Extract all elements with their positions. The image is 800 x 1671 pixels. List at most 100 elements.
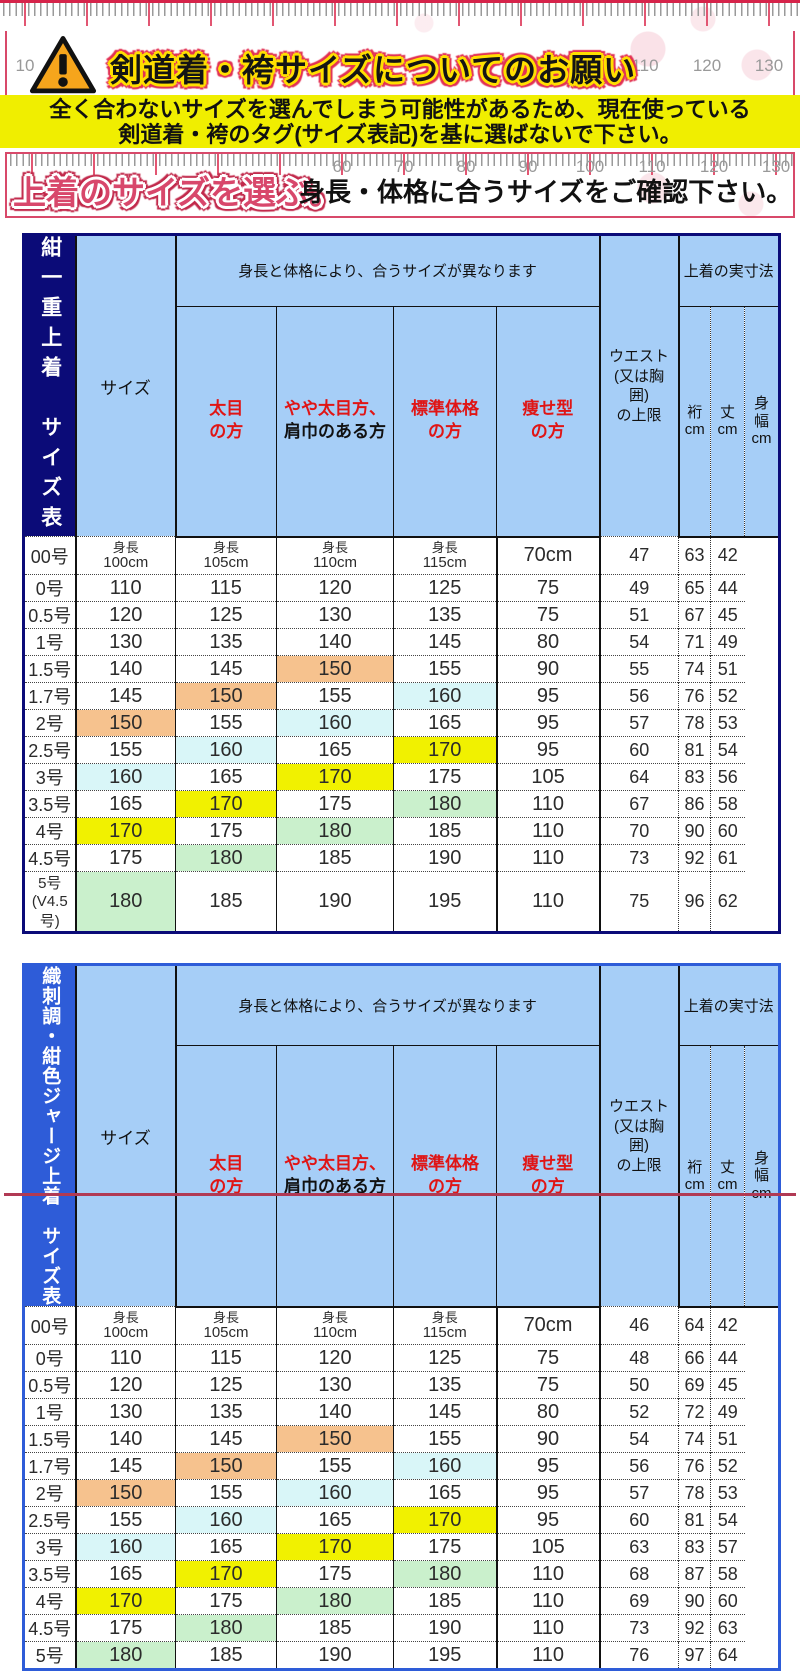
size-cell: 2.5号 <box>23 736 76 764</box>
size-cell: 4号 <box>23 1587 76 1615</box>
measure-cell: 76 <box>598 1641 679 1670</box>
height-cell: 155 <box>74 736 176 764</box>
height-cell: 110 <box>74 574 176 602</box>
measure-header-line: 裄 <box>687 403 703 421</box>
height-cell: 135 <box>393 1371 497 1399</box>
height-cell: 145 <box>74 1452 176 1480</box>
table-row: 4.5号 175 180 185 190 110 73 92 61 <box>23 844 780 872</box>
height-cell: 120 <box>74 601 176 629</box>
measure-cell: 69 <box>598 1587 679 1615</box>
table-row: 0号 110 115 120 125 75 48 66 44 <box>23 1344 780 1372</box>
waist-cell: 105 <box>495 1533 600 1561</box>
measure-cell: 70 <box>598 817 679 845</box>
size-cell: 3号 <box>23 1533 76 1561</box>
height-cell: 185 <box>276 1614 394 1642</box>
waist-cell: 75 <box>495 1344 600 1372</box>
height-cell: 125 <box>393 1344 497 1372</box>
measure-header-line: 身 <box>754 395 770 413</box>
height-cell: 185 <box>393 817 497 845</box>
height-cell: 180 <box>74 871 176 933</box>
height-cell: 120 <box>276 1344 394 1372</box>
waist-cell: 110 <box>495 1587 600 1615</box>
size-cell: 2号 <box>23 709 76 737</box>
height-cell-label: 身長 <box>212 539 239 555</box>
jacket-size-table-2: 織刺調・紺色ジャージ上着 サイズ表 サイズ 身長と体格により、合うサイズが異なります… <box>22 963 782 1671</box>
table-row: 4号 170 175 180 185 110 69 90 60 <box>23 1587 780 1615</box>
height-cell: 140 <box>74 1425 176 1453</box>
measure-cell: 67 <box>598 790 679 818</box>
size-column-header: サイズ <box>74 234 176 537</box>
size-cell: 1.7号 <box>23 682 76 710</box>
measure-cell: 63 <box>710 1614 745 1642</box>
section-badge: 上着のサイズを選ぶ。 <box>13 174 343 211</box>
ruler-ticks-minor <box>0 3 800 16</box>
measure-cell: 74 <box>678 1425 711 1453</box>
ruler-ticks-minor <box>7 154 793 166</box>
table-row: 2号 150 155 160 165 95 57 78 53 <box>23 709 780 737</box>
size-cell: 5号(V4.5号) <box>23 871 76 933</box>
measure-header-line: cm <box>717 421 738 439</box>
warning-icon <box>28 35 98 95</box>
measure-cell: 63 <box>678 536 711 575</box>
height-cell: 160 <box>74 763 176 791</box>
height-cell-value: 115cm <box>422 553 467 571</box>
measure-cell: 87 <box>678 1560 711 1588</box>
measure-cell: 73 <box>598 844 679 872</box>
height-cell-value: 110cm <box>313 1323 357 1341</box>
warning-banner: 全く合わないサイズを選んでしまう可能性があるため、現在使っている 剣道着・袴のタ… <box>0 95 800 148</box>
measure-cell: 90 <box>678 817 711 845</box>
measure-column-header: 裄 cm <box>677 306 711 538</box>
measure-cell: 47 <box>598 536 679 575</box>
measure-cell: 92 <box>678 844 711 872</box>
measure-cell: 78 <box>678 709 711 737</box>
height-cell: 155 <box>175 709 277 737</box>
measure-header-line: 幅 <box>754 412 770 430</box>
height-cell-label: 身長 <box>112 539 139 555</box>
height-cell: 150 <box>175 682 277 710</box>
height-cell: 125 <box>175 601 277 629</box>
height-cell: 160 <box>276 1479 394 1507</box>
body-type-header: やや太目方、 肩巾のある方 <box>276 1045 394 1308</box>
measure-cell: 58 <box>710 1560 745 1588</box>
measure-cell: 92 <box>678 1614 711 1642</box>
height-cell: 120 <box>74 1371 176 1399</box>
body-type-line-2: の方 <box>209 422 244 442</box>
ruler-numbers-mid: 60 70 80 90 100 110 120 130 <box>7 158 793 178</box>
measure-cell: 53 <box>710 1479 745 1507</box>
height-cell: 身長 110cm <box>276 536 394 575</box>
height-cell: 170 <box>393 1506 497 1534</box>
height-cell: 115 <box>175 574 277 602</box>
table-row: 5号 180 185 190 195 110 76 97 64 <box>23 1641 780 1670</box>
waist-header-line: 囲) <box>629 387 650 404</box>
size-cell: 1.7号 <box>23 1452 76 1480</box>
height-cell-value: 105cm <box>203 553 249 571</box>
height-cell: 170 <box>276 1533 394 1561</box>
height-cell: 155 <box>276 682 394 710</box>
height-cell: 155 <box>393 655 497 683</box>
size-cell: 1.5号 <box>23 1425 76 1453</box>
warning-header: 10 100 110 120 130 剣道着・袴サイズについてのお願い <box>0 3 800 95</box>
body-type-line-2: の方 <box>530 1176 565 1196</box>
height-cell: 身長 105cm <box>175 1306 277 1345</box>
measure-cell: 81 <box>678 1506 711 1534</box>
measure-cell: 56 <box>710 763 745 791</box>
measure-cell: 48 <box>598 1344 679 1372</box>
page-title: 剣道着・袴サイズについてのお願い <box>110 52 637 88</box>
size-cell: 00号 <box>23 536 76 575</box>
top-accent-line <box>0 0 800 3</box>
measure-cell: 49 <box>710 1398 745 1426</box>
height-cell: 180 <box>276 817 394 845</box>
table-body: 00号 身長 100cm 身長 105cm 身長 110cm 身長 115cm 70cm 46 64 4… <box>23 1306 780 1670</box>
measure-cell: 52 <box>710 682 745 710</box>
measure-cell: 57 <box>710 1533 745 1561</box>
measure-cell: 54 <box>598 628 679 656</box>
measure-cell: 64 <box>598 763 679 791</box>
ruler-number: 100 <box>568 56 598 75</box>
height-cell: 160 <box>393 682 497 710</box>
height-cell: 160 <box>276 709 394 737</box>
waist-cell: 70cm <box>495 536 600 575</box>
waist-cell: 110 <box>495 790 600 818</box>
waist-cell: 90 <box>495 655 600 683</box>
measure-header-line: 丈 <box>720 1158 736 1176</box>
